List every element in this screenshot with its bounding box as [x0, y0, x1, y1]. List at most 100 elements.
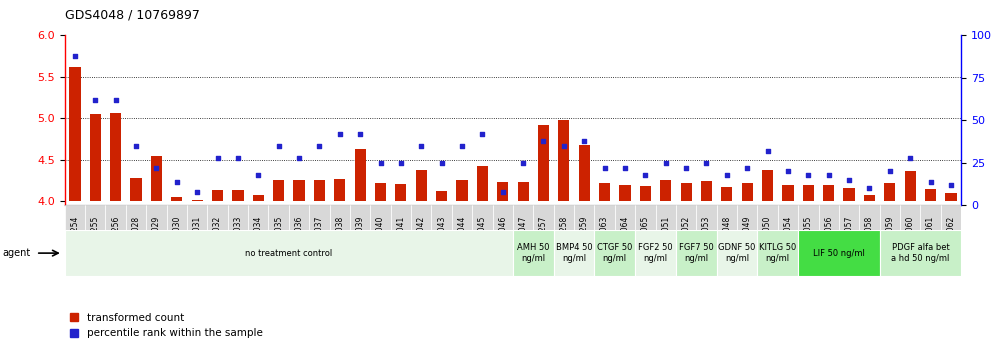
Text: GSM510036: GSM510036	[295, 216, 304, 262]
Bar	[314, 181, 325, 201]
FancyBboxPatch shape	[187, 205, 207, 273]
FancyBboxPatch shape	[513, 230, 554, 276]
Point	[760, 148, 776, 154]
Point	[637, 172, 653, 178]
Point	[413, 143, 429, 149]
FancyBboxPatch shape	[289, 205, 309, 273]
Bar	[680, 183, 691, 201]
Text: GSM510052: GSM510052	[681, 216, 690, 262]
Point	[881, 169, 897, 174]
Point	[577, 138, 593, 144]
Bar	[660, 181, 671, 201]
Text: GSM510039: GSM510039	[356, 216, 365, 262]
Text: GSM510030: GSM510030	[172, 216, 181, 262]
Text: FGF2 50
ng/ml: FGF2 50 ng/ml	[638, 244, 673, 263]
Point	[739, 165, 755, 171]
Point	[230, 155, 246, 161]
Bar	[620, 185, 630, 201]
Bar	[904, 171, 915, 201]
FancyBboxPatch shape	[615, 205, 635, 273]
Bar	[273, 181, 284, 201]
Point	[332, 131, 348, 137]
FancyBboxPatch shape	[757, 230, 798, 276]
Text: GSM510043: GSM510043	[437, 216, 446, 262]
Bar	[518, 182, 529, 201]
FancyBboxPatch shape	[533, 205, 554, 273]
Bar	[721, 187, 732, 201]
Point	[922, 179, 938, 184]
FancyBboxPatch shape	[330, 205, 350, 273]
Point	[943, 182, 959, 188]
FancyBboxPatch shape	[595, 205, 615, 273]
Point	[801, 172, 817, 178]
Bar	[823, 185, 835, 201]
FancyBboxPatch shape	[207, 205, 228, 273]
Point	[536, 138, 552, 144]
FancyBboxPatch shape	[676, 205, 696, 273]
FancyBboxPatch shape	[493, 205, 513, 273]
FancyBboxPatch shape	[452, 205, 472, 273]
Bar	[803, 185, 814, 201]
Bar	[579, 145, 590, 201]
Text: GSM509254: GSM509254	[71, 216, 80, 262]
Bar	[294, 181, 305, 201]
Text: GSM510053: GSM510053	[702, 216, 711, 262]
Text: GSM510051: GSM510051	[661, 216, 670, 262]
Text: GSM510048: GSM510048	[722, 216, 731, 262]
FancyBboxPatch shape	[879, 230, 961, 276]
Text: GSM510034: GSM510034	[254, 216, 263, 262]
FancyBboxPatch shape	[717, 230, 757, 276]
Text: GSM510035: GSM510035	[274, 216, 283, 262]
Point	[719, 172, 735, 178]
FancyBboxPatch shape	[269, 205, 289, 273]
Bar	[783, 185, 794, 201]
Point	[271, 143, 287, 149]
FancyBboxPatch shape	[900, 205, 920, 273]
FancyBboxPatch shape	[431, 205, 452, 273]
FancyBboxPatch shape	[778, 205, 798, 273]
FancyBboxPatch shape	[819, 205, 839, 273]
Bar	[415, 170, 427, 201]
Text: GSM510050: GSM510050	[763, 216, 772, 262]
Text: KITLG 50
ng/ml: KITLG 50 ng/ml	[759, 244, 797, 263]
Text: GSM510064: GSM510064	[621, 216, 629, 262]
Text: LIF 50 ng/ml: LIF 50 ng/ml	[813, 249, 865, 258]
FancyBboxPatch shape	[879, 205, 900, 273]
Text: GSM510062: GSM510062	[946, 216, 955, 262]
Bar	[111, 113, 122, 201]
FancyBboxPatch shape	[65, 230, 513, 276]
FancyBboxPatch shape	[228, 205, 248, 273]
Bar	[884, 183, 895, 201]
FancyBboxPatch shape	[85, 205, 106, 273]
Text: GSM510060: GSM510060	[905, 216, 914, 262]
Bar	[374, 183, 386, 201]
Text: GSM510046: GSM510046	[498, 216, 507, 262]
FancyBboxPatch shape	[350, 205, 371, 273]
Bar	[945, 193, 956, 201]
Point	[515, 160, 531, 166]
Point	[862, 185, 877, 191]
Text: GDNF 50
ng/ml: GDNF 50 ng/ml	[718, 244, 756, 263]
Bar	[335, 179, 346, 201]
Point	[291, 155, 307, 161]
Bar	[150, 156, 162, 201]
Point	[474, 131, 490, 137]
FancyBboxPatch shape	[941, 205, 961, 273]
FancyBboxPatch shape	[757, 205, 778, 273]
Text: GSM510047: GSM510047	[519, 216, 528, 262]
Bar	[355, 149, 366, 201]
Text: GSM510033: GSM510033	[233, 216, 242, 262]
Text: GSM510061: GSM510061	[926, 216, 935, 262]
Point	[168, 179, 185, 184]
FancyBboxPatch shape	[472, 205, 493, 273]
Text: PDGF alfa bet
a hd 50 ng/ml: PDGF alfa bet a hd 50 ng/ml	[891, 244, 949, 263]
Text: agent: agent	[2, 248, 30, 258]
Point	[617, 165, 633, 171]
Text: FGF7 50
ng/ml: FGF7 50 ng/ml	[679, 244, 714, 263]
FancyBboxPatch shape	[860, 205, 879, 273]
Bar	[253, 195, 264, 201]
Bar	[70, 67, 81, 201]
Bar	[171, 197, 182, 201]
Text: GSM510065: GSM510065	[640, 216, 649, 262]
FancyBboxPatch shape	[839, 205, 860, 273]
